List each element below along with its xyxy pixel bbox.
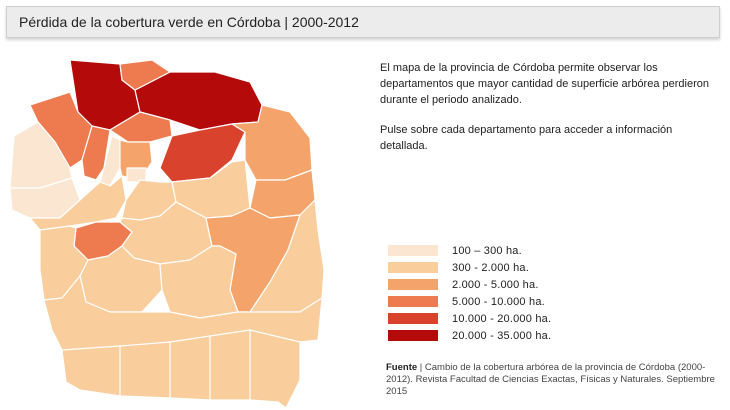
map-description: El mapa de la provincia de Córdoba permi… [380,60,710,154]
legend-swatch [388,262,438,273]
cordoba-map [0,50,330,410]
legend-item: 100 – 300 ha. [388,242,551,259]
source-text: | Cambio de la cobertura arbórea de la p… [386,362,715,397]
legend-label: 100 – 300 ha. [452,244,522,257]
legend-swatch [388,245,438,256]
cordoba-map-svg [9,59,325,409]
legend-label: 20.000 - 35.000 ha. [452,329,552,342]
page-title-text: Pérdida de la cobertura verde en Córdoba… [19,14,359,30]
legend-item: 2.000 - 5.000 ha. [388,276,551,293]
legend-label: 5.000 - 10.000 ha. [452,295,545,308]
legend-item: 300 - 2.000 ha. [388,259,551,276]
legend-swatch [388,279,438,290]
department-border-lines [61,329,301,400]
legend-label: 300 - 2.000 ha. [452,261,530,274]
legend-label: 2.000 - 5.000 ha. [452,278,539,291]
description-paragraph-1: El mapa de la provincia de Córdoba permi… [380,62,709,106]
source-label: Fuente [386,362,418,373]
description-paragraph-2: Pulse sobre cada departamento para acced… [380,124,673,152]
map-legend: 100 – 300 ha. 300 - 2.000 ha. 2.000 - 5.… [388,242,551,344]
source-note: Fuente | Cambio de la cobertura arbórea … [386,362,716,398]
department-south[interactable] [43,275,323,409]
department-north-top[interactable] [119,59,171,91]
legend-swatch [388,330,438,341]
legend-swatch [388,296,438,307]
page-title: Pérdida de la cobertura verde en Córdoba… [6,6,720,38]
department-colon[interactable] [159,123,246,183]
legend-swatch [388,313,438,324]
legend-label: 10.000 - 20.000 ha. [452,312,552,325]
legend-item: 20.000 - 35.000 ha. [388,327,551,344]
legend-item: 10.000 - 20.000 ha. [388,310,551,327]
department-south-center-east[interactable] [159,245,239,319]
legend-item: 5.000 - 10.000 ha. [388,293,551,310]
